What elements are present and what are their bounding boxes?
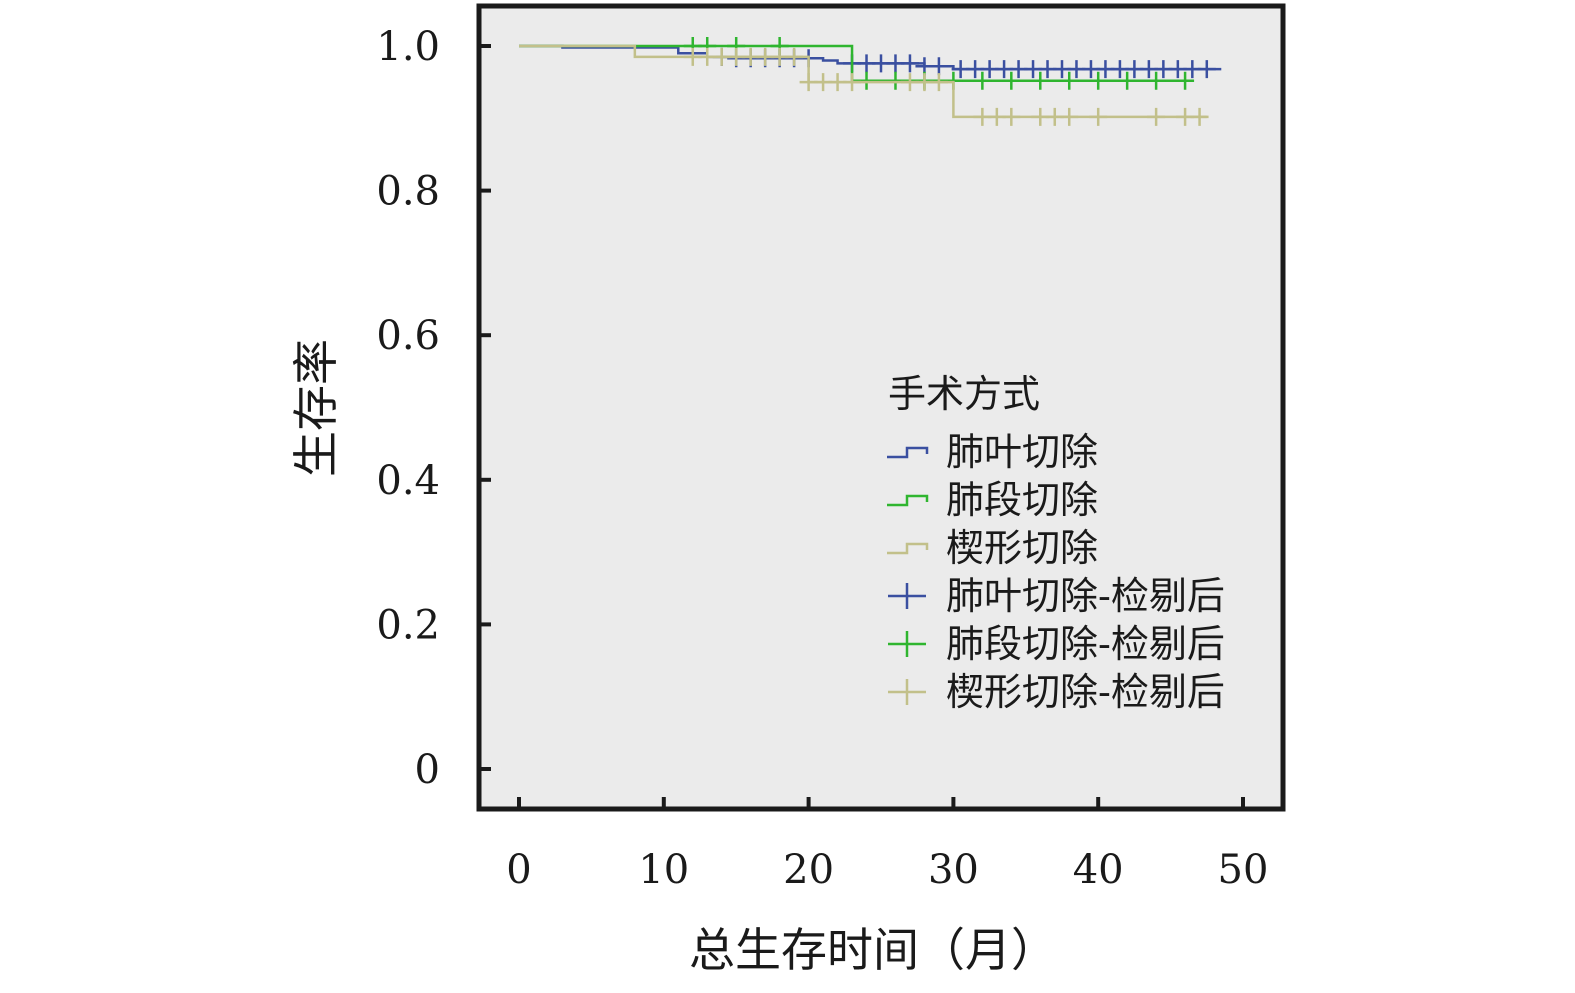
legend-item: 肺段切除-检剔后 (888, 622, 1225, 666)
censor-mark (973, 71, 992, 90)
y-tick-label: 0.4 (376, 458, 440, 504)
censor-mark (900, 54, 919, 73)
x-tick-label: 30 (928, 847, 979, 893)
legend-item: 肺段切除 (887, 478, 1098, 522)
censor-mark (929, 73, 948, 92)
censor-mark (1002, 71, 1021, 90)
censor-mark (1060, 71, 1079, 90)
series-layer (519, 37, 1222, 126)
x-tick-label: 40 (1073, 847, 1124, 893)
y-tick-label: 0.6 (376, 313, 440, 359)
y-axis-title: 生存率 (289, 339, 343, 477)
legend: 手术方式 肺叶切除肺段切除楔形切除肺叶切除-检剔后肺段切除-检剔后楔形切除-检剔… (887, 372, 1225, 714)
censor-mark (843, 73, 862, 92)
legend-cross-icon (888, 631, 926, 657)
x-tick-label: 50 (1218, 847, 1269, 893)
legend-label: 楔形切除 (946, 526, 1098, 570)
censor-mark (1002, 107, 1021, 126)
legend-label: 肺叶切除-检剔后 (946, 574, 1225, 618)
censor-mark (1147, 71, 1166, 90)
censor-mark (1118, 71, 1137, 90)
series (519, 37, 1195, 90)
legend-cross-icon (888, 583, 926, 609)
y-tick-label: 0 (415, 747, 440, 793)
legend-item: 楔形切除 (887, 526, 1098, 570)
legend-title: 手术方式 (888, 372, 1040, 416)
plot-area (479, 6, 1283, 809)
y-tick-label: 0.8 (376, 169, 440, 215)
censor-mark (1089, 71, 1108, 90)
axis-layer: 0 10 20 30 40 50 0 0.2 0.4 0.6 0.8 1.0 (376, 24, 1268, 893)
y-tick-label: 0.2 (376, 602, 440, 648)
y-tick-label: 1.0 (376, 24, 440, 70)
censor-mark (929, 57, 948, 76)
x-tick-label: 0 (506, 847, 531, 893)
series-line (519, 44, 1207, 119)
censor-mark (1197, 60, 1216, 79)
legend-label: 楔形切除-检剔后 (946, 670, 1225, 714)
legend-item: 肺叶切除 (887, 430, 1098, 474)
legend-step-icon (887, 542, 929, 555)
censor-mark (1176, 71, 1195, 90)
legend-step-icon (887, 494, 929, 507)
legend-label: 肺叶切除 (946, 430, 1098, 474)
plot-frame (476, 3, 1286, 812)
censor-mark (785, 47, 804, 66)
legend-item: 肺叶切除-检剔后 (888, 574, 1225, 618)
x-tick-label: 20 (783, 847, 834, 893)
censor-mark (857, 71, 876, 90)
legend-label: 肺段切除 (946, 478, 1098, 522)
legend-label: 肺段切除-检剔后 (946, 622, 1225, 666)
legend-cross-icon (888, 679, 926, 705)
series (519, 44, 1209, 126)
censor-mark (886, 71, 905, 90)
x-tick-label: 10 (638, 847, 689, 893)
x-axis-title: 总生存时间（月） (689, 923, 1057, 977)
legend-item: 楔形切除-检剔后 (888, 670, 1225, 714)
legend-step-icon (887, 446, 929, 459)
censor-mark (1089, 107, 1108, 126)
censor-mark (1060, 107, 1079, 126)
censor-mark (1190, 107, 1209, 126)
censor-mark (1031, 71, 1050, 90)
censor-mark (1147, 107, 1166, 126)
